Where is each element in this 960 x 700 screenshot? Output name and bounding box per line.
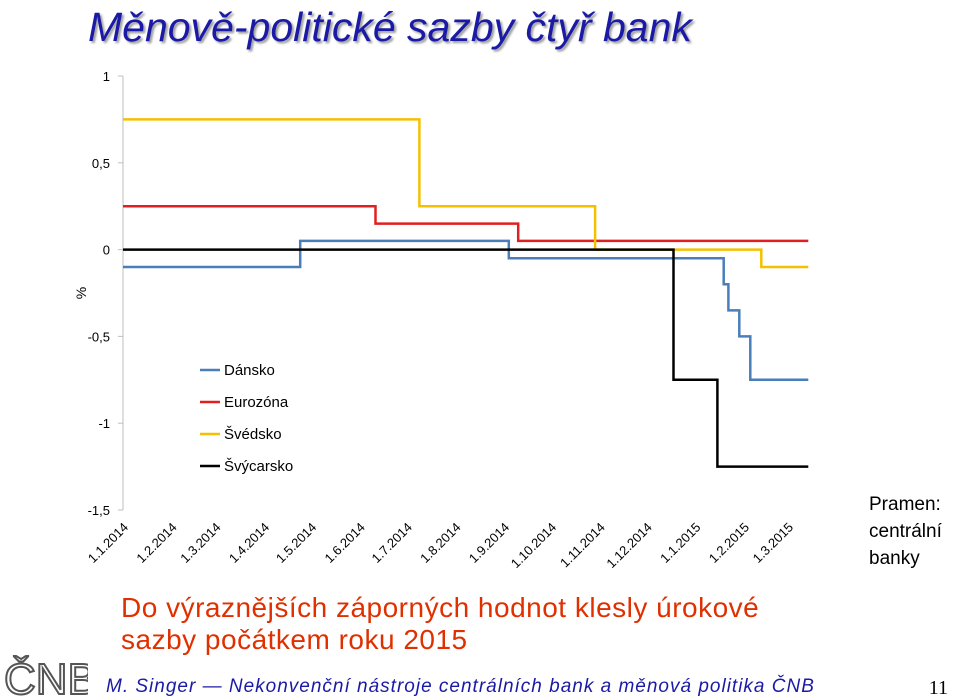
- x-tick-label: 1.3.2015: [750, 520, 796, 566]
- x-tick-label: 1.1.2015: [657, 520, 703, 566]
- x-tick-label: 1.2.2015: [706, 520, 752, 566]
- slide-title: Měnově-politické sazby čtyř bank: [88, 4, 692, 50]
- y-tick-label: -1,5: [88, 503, 110, 518]
- commentary: Do výraznějších záporných hodnot klesly …: [121, 592, 941, 656]
- cnb-logo: ČNB: [4, 653, 88, 698]
- plot-area: [123, 118, 809, 468]
- x-tick-label: 1.9.2014: [466, 520, 512, 566]
- y-tick-label: -0,5: [88, 329, 110, 344]
- x-tick-label: 1.12.2014: [603, 520, 655, 572]
- legend-label: Dánsko: [224, 362, 275, 379]
- source-line: centrální: [869, 521, 942, 542]
- cnb-logo-text: ČNB: [4, 654, 88, 698]
- y-tick-label: 1: [103, 69, 110, 84]
- series-line-dánsko: [123, 239, 809, 382]
- x-tick-label: 1.1.2014: [85, 520, 131, 566]
- source-line: Pramen:: [869, 494, 941, 515]
- x-tick-label: 1.4.2014: [226, 520, 272, 566]
- x-tick-label: 1.5.2014: [273, 520, 319, 566]
- x-tick-label: 1.11.2014: [557, 520, 608, 571]
- commentary-line: sazby počátkem roku 2015: [121, 624, 468, 655]
- x-tick-label: 1.8.2014: [417, 520, 463, 566]
- series-line-švédsko: [123, 118, 809, 269]
- legend-label: Švédsko: [224, 426, 282, 443]
- commentary-line: Do výraznějších záporných hodnot klesly …: [121, 592, 760, 623]
- y-tick-label: 0: [103, 243, 110, 258]
- x-tick-label: 1.3.2014: [177, 520, 223, 566]
- legend-label: Eurozóna: [224, 394, 289, 411]
- page-number: 11: [928, 677, 948, 699]
- legend: Dánsko Eurozóna Švédsko Švýcarsko: [200, 362, 293, 475]
- source-line: banky: [869, 548, 920, 569]
- y-tick-label: -1: [98, 416, 110, 431]
- x-tick-label: 1.6.2014: [322, 520, 368, 566]
- legend-label: Švýcarsko: [224, 458, 293, 475]
- y-axis-label: %: [73, 287, 89, 299]
- x-tick-label: 1.2.2014: [133, 520, 179, 566]
- y-axis: 1 0,5 0 -0,5 -1 -1,5%: [73, 69, 124, 518]
- footer: M. Singer — Nekonvenční nástroje centrál…: [100, 676, 960, 699]
- series-line-eurozóna: [123, 204, 809, 243]
- footer-text: M. Singer — Nekonvenční nástroje centrál…: [106, 676, 815, 697]
- x-tick-label: 1.10.2014: [508, 520, 560, 572]
- x-tick-label: 1.7.2014: [369, 520, 415, 566]
- y-tick-label: 0,5: [92, 156, 110, 171]
- series-line-švýcarsko: [123, 248, 809, 468]
- source-note: Pramen: centrální banky: [869, 491, 960, 572]
